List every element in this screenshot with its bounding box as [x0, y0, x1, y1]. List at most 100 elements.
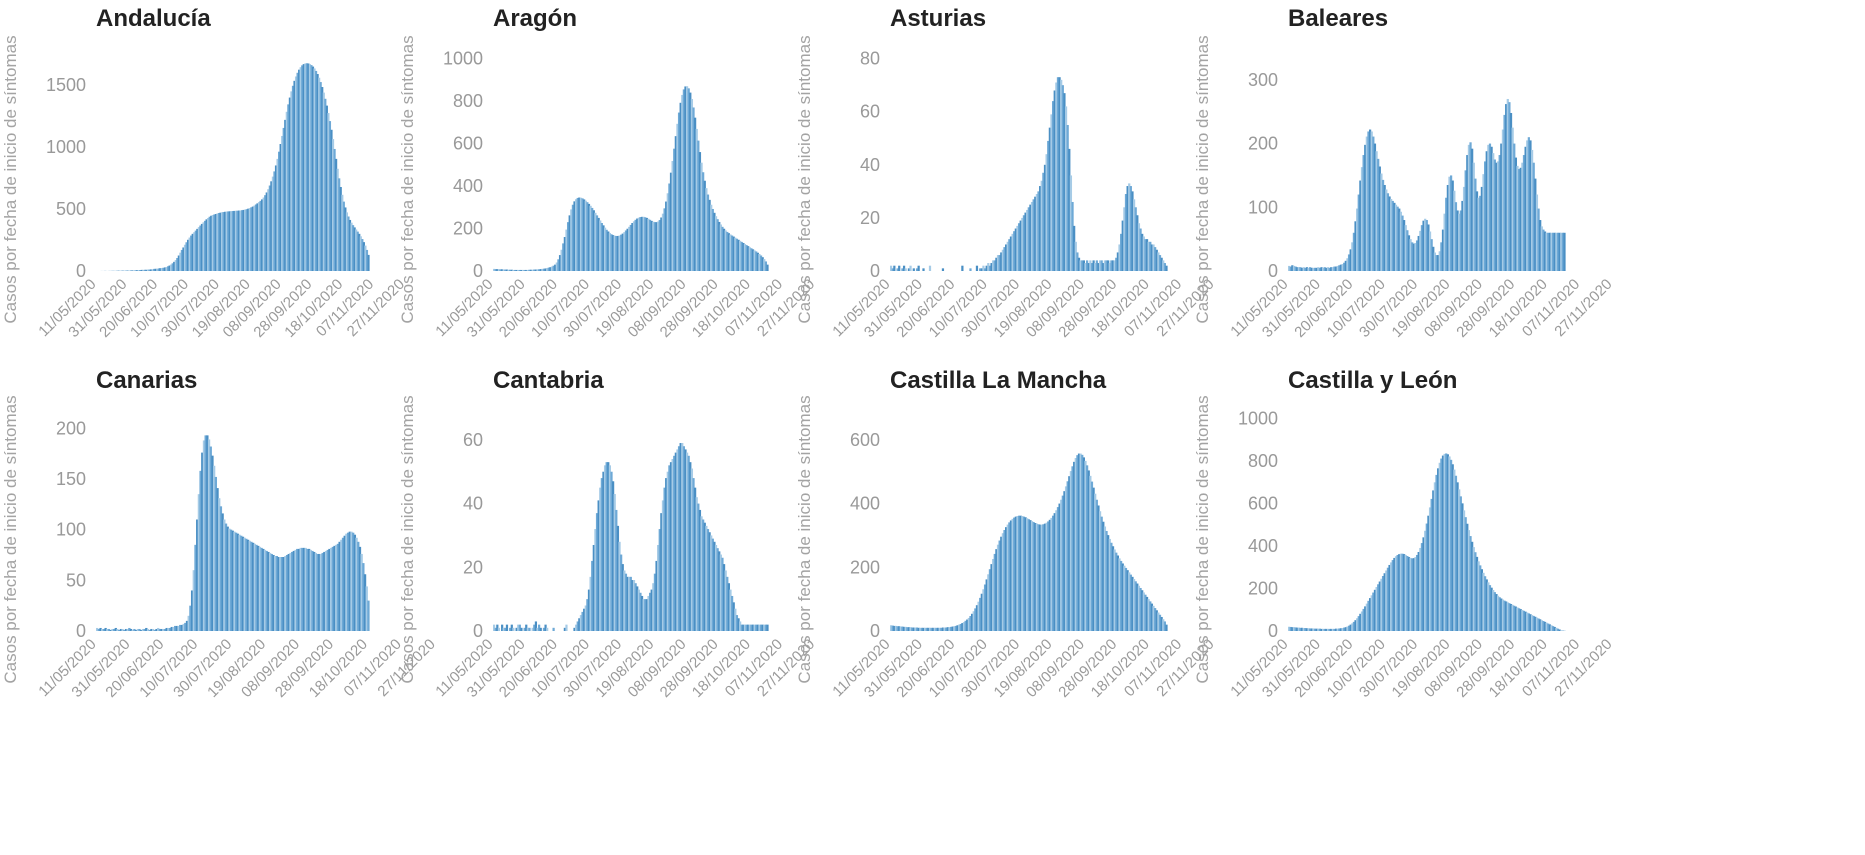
- bar: [980, 268, 983, 271]
- bar: [648, 592, 652, 631]
- bar: [1462, 186, 1466, 271]
- y-tick-label: 0: [76, 261, 86, 281]
- bar: [1157, 252, 1160, 271]
- bar: [1005, 527, 1008, 631]
- bar: [226, 526, 229, 631]
- bar: [96, 627, 99, 631]
- bar: [159, 268, 162, 271]
- bar: [1545, 622, 1548, 631]
- y-tick-label: 20: [463, 557, 483, 577]
- bar: [1336, 628, 1339, 631]
- bar: [1103, 526, 1107, 631]
- bar: [534, 621, 538, 631]
- bar: [684, 449, 687, 631]
- bar: [338, 541, 341, 631]
- bar: [1341, 628, 1344, 631]
- bar: [1352, 621, 1356, 631]
- bar: [153, 268, 156, 271]
- bar: [260, 547, 263, 631]
- panel-3: Asturias Casos por fecha de inicio de sín…: [795, 5, 1218, 341]
- bar: [1299, 267, 1302, 271]
- bar: [228, 211, 231, 271]
- bar: [1518, 608, 1521, 631]
- bar: [581, 611, 584, 631]
- bar: [951, 626, 954, 631]
- bar: [1037, 191, 1040, 271]
- bar: [753, 250, 756, 271]
- bar: [1385, 570, 1388, 631]
- bar: [1160, 257, 1163, 271]
- bar: [1322, 628, 1325, 631]
- bar: [983, 584, 987, 631]
- bar: [1435, 255, 1438, 271]
- bar: [1448, 456, 1451, 631]
- bar: [1422, 220, 1425, 271]
- bar: [1053, 90, 1056, 271]
- bar: [1074, 458, 1077, 631]
- bar: [1145, 239, 1149, 271]
- bar: [1108, 263, 1111, 271]
- bar: [192, 570, 195, 631]
- bar: [291, 551, 294, 631]
- bar: [1000, 252, 1003, 271]
- bar: [165, 627, 168, 631]
- bar: [764, 261, 767, 271]
- bar: [578, 197, 581, 271]
- bar: [139, 270, 142, 271]
- bar: [645, 217, 648, 271]
- bar: [313, 68, 316, 271]
- bar: [1115, 257, 1118, 271]
- bar: [158, 628, 162, 631]
- bar: [1511, 127, 1514, 271]
- bar: [1022, 215, 1026, 271]
- bar: [953, 626, 956, 631]
- y-tick-label: 100: [56, 520, 86, 540]
- bars: [890, 453, 1168, 631]
- bar: [732, 602, 735, 631]
- bar: [1123, 207, 1126, 271]
- bar: [304, 63, 307, 271]
- bar: [1089, 475, 1092, 631]
- bar: [1165, 624, 1168, 631]
- bar: [151, 269, 154, 271]
- bar: [1420, 543, 1424, 631]
- bar: [1309, 628, 1312, 631]
- bar: [501, 269, 504, 271]
- y-axis-label: Casos por fecha de inicio de síntomas: [1193, 395, 1212, 683]
- panel-5: Canarias Casos por fecha de inicio de sín…: [1, 367, 439, 701]
- bar: [1014, 228, 1017, 271]
- bar: [1006, 241, 1009, 271]
- bar: [1150, 244, 1154, 271]
- bar: [1539, 220, 1542, 271]
- bar: [308, 64, 311, 271]
- bar: [1315, 628, 1318, 631]
- bar: [1364, 606, 1367, 631]
- bar: [1446, 184, 1449, 271]
- bar: [603, 465, 607, 631]
- bar: [345, 212, 348, 271]
- bar: [732, 236, 735, 271]
- bar: [687, 88, 690, 271]
- bar: [1394, 556, 1398, 631]
- bar: [650, 589, 653, 631]
- bar: [932, 627, 935, 631]
- bar: [1428, 507, 1432, 631]
- bar: [539, 627, 542, 631]
- bar: [112, 628, 116, 631]
- bar: [336, 168, 339, 271]
- bar: [1443, 213, 1446, 271]
- bar: [1524, 146, 1527, 271]
- bar: [143, 269, 146, 271]
- bar: [1480, 569, 1483, 631]
- bar: [348, 531, 351, 631]
- bar: [268, 185, 271, 271]
- y-tick-label: 40: [860, 155, 880, 175]
- bar: [1134, 207, 1137, 271]
- bar: [288, 97, 291, 271]
- bar: [499, 269, 502, 271]
- bar: [1535, 617, 1539, 631]
- bar: [575, 199, 578, 271]
- bar: [992, 260, 995, 271]
- bar: [977, 601, 980, 631]
- bar: [1339, 264, 1343, 271]
